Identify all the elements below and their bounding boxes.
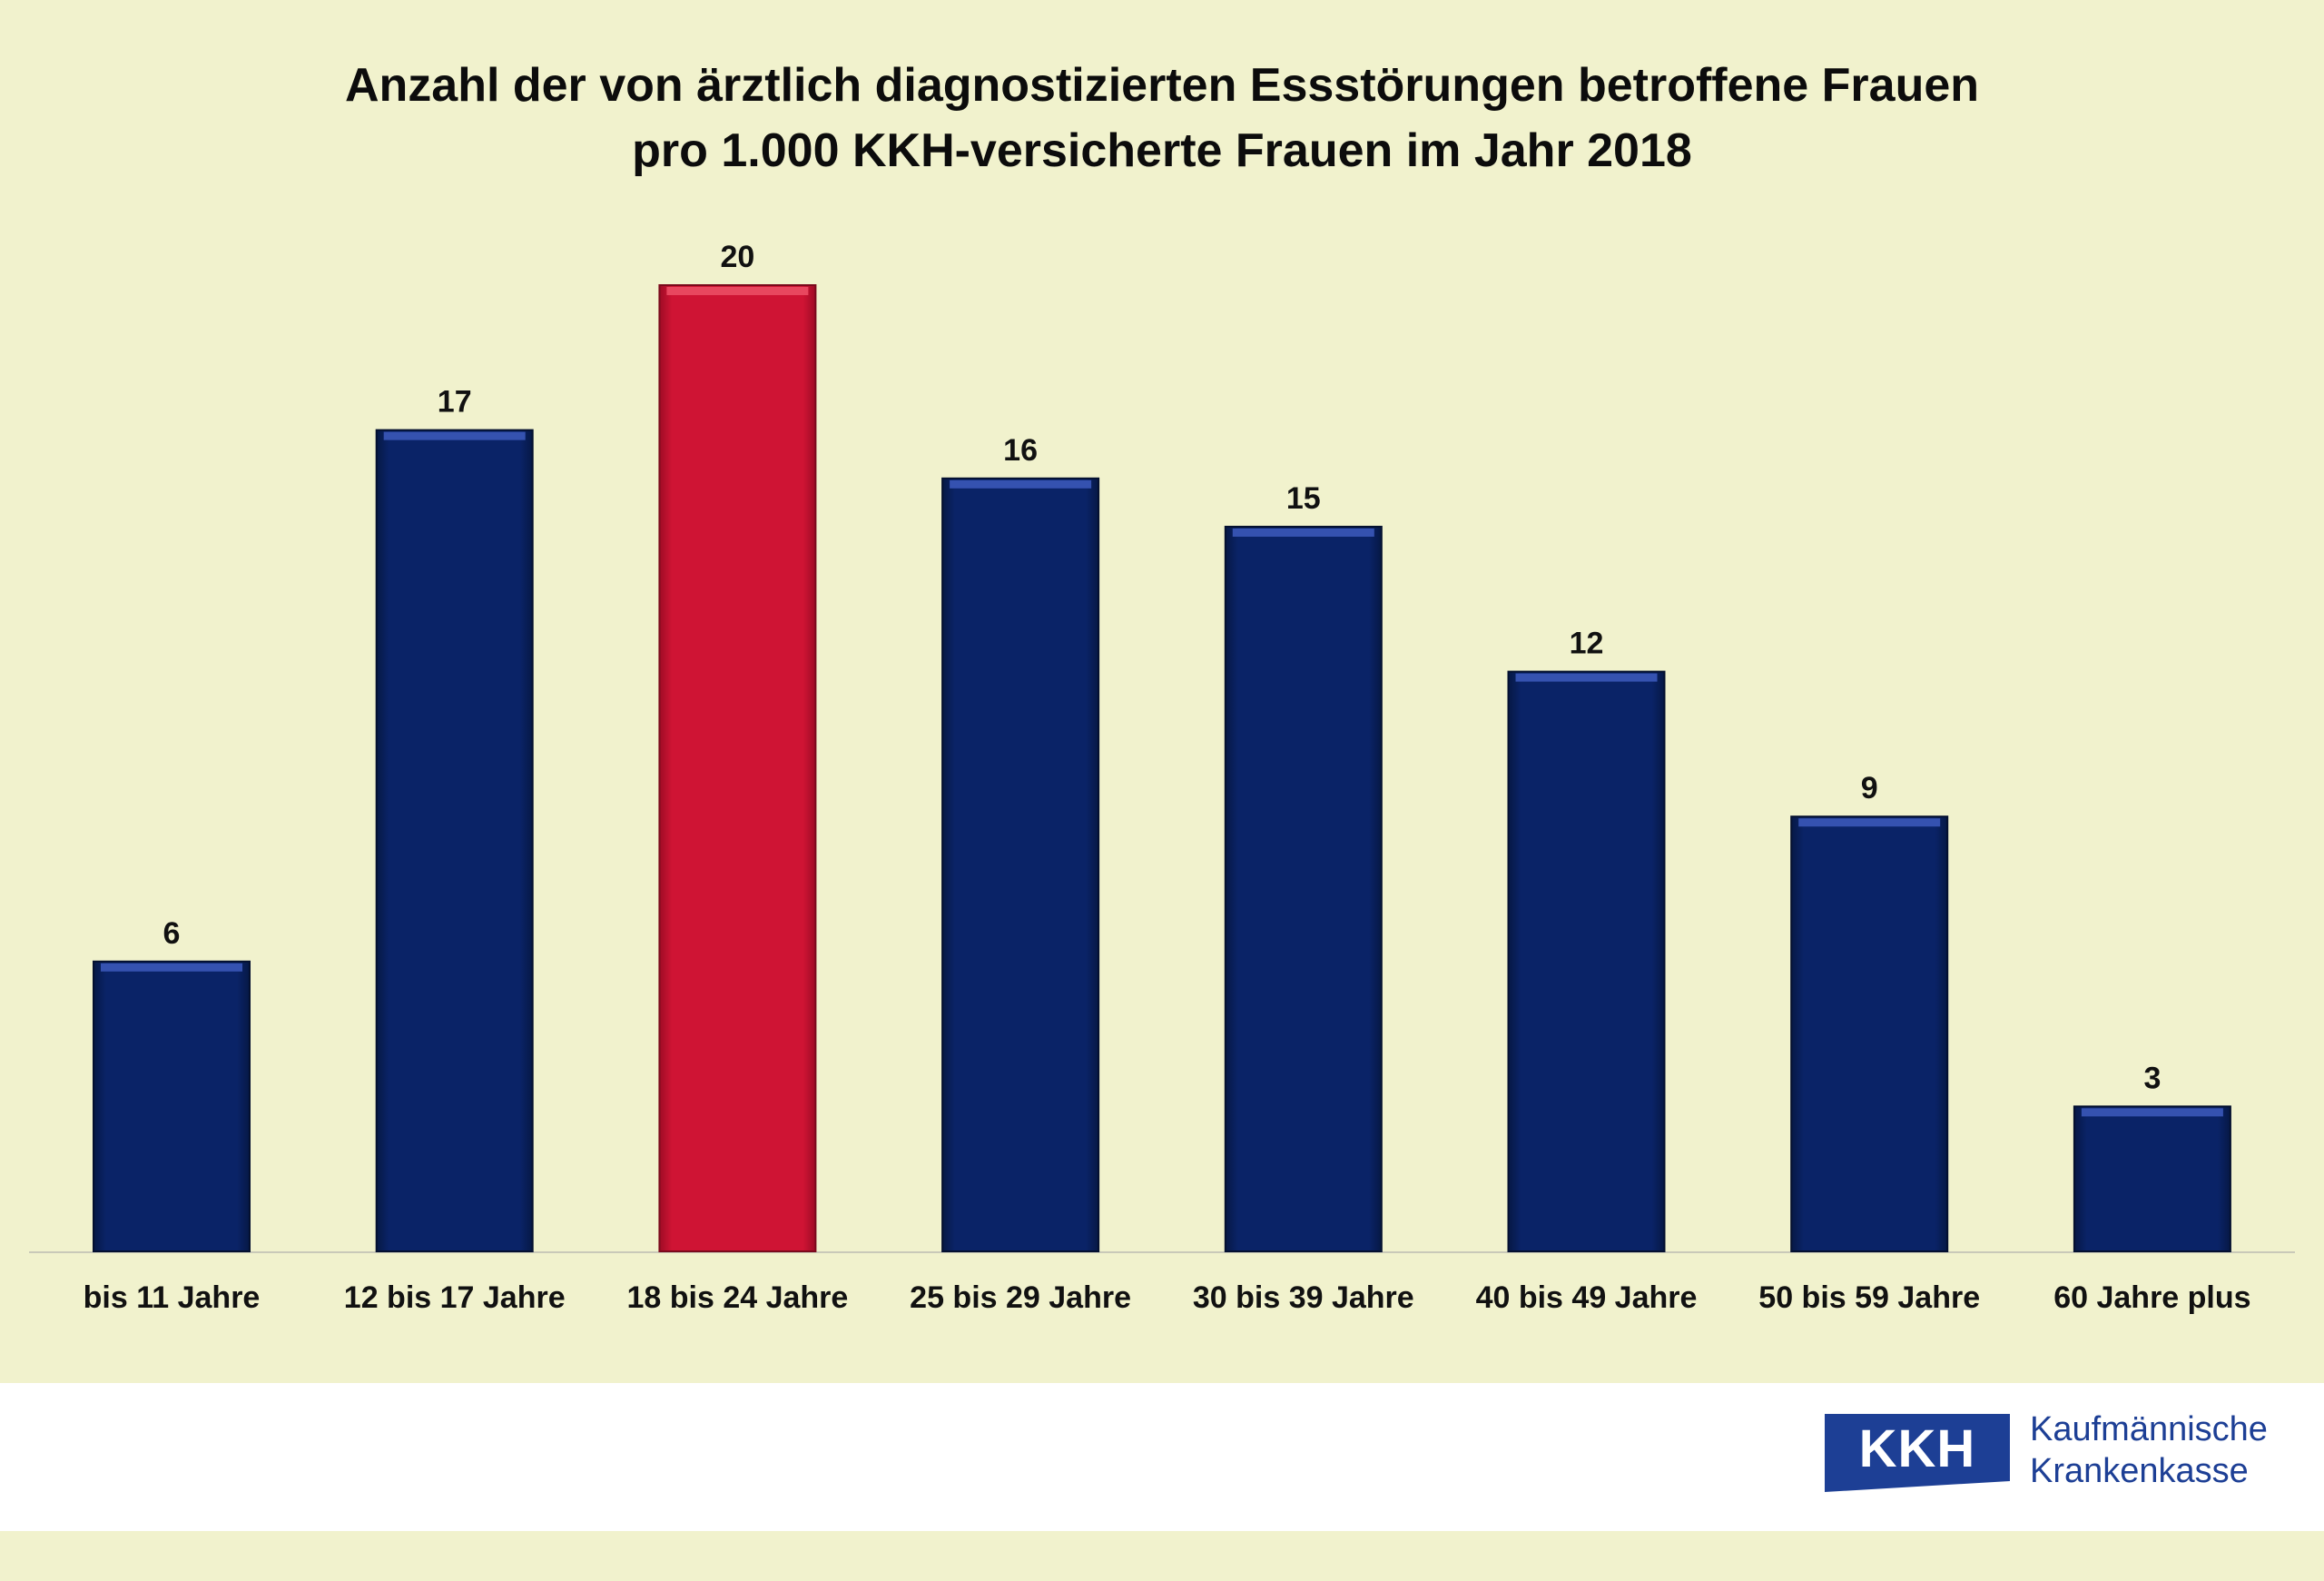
company-name-line-1: Kaufmännische <box>2030 1410 2268 1448</box>
company-name-line-2: Krankenkasse <box>2030 1452 2249 1490</box>
value-label-1: 17 <box>438 385 472 420</box>
value-label-5: 12 <box>1570 627 1604 661</box>
value-label-0: 6 <box>163 916 181 951</box>
category-label-3: 25 bis 29 Jahre <box>910 1280 1131 1315</box>
bar-top-highlight-0 <box>101 963 242 972</box>
value-label-2: 20 <box>720 240 754 274</box>
bar-top-highlight-6 <box>1798 818 1941 827</box>
category-label-5: 40 bis 49 Jahre <box>1476 1280 1698 1315</box>
value-label-7: 3 <box>2143 1061 2161 1095</box>
bar-7 <box>2073 1105 2231 1253</box>
bar-top-highlight-2 <box>666 287 809 295</box>
category-label-2: 18 bis 24 Jahre <box>626 1280 848 1315</box>
kkh-logo: KKH <box>1825 1414 2010 1492</box>
bar-top-highlight-4 <box>1232 529 1374 537</box>
category-label-6: 50 bis 59 Jahre <box>1758 1280 1980 1315</box>
bar-top-highlight-3 <box>950 479 1092 489</box>
bottom-strip <box>0 1531 2324 1581</box>
value-label-6: 9 <box>1861 771 1878 805</box>
bar-2 <box>658 284 817 1252</box>
category-label-4: 30 bis 39 Jahre <box>1193 1280 1414 1315</box>
bar-top-highlight-5 <box>1515 673 1658 682</box>
bar-top-highlight-7 <box>2081 1108 2223 1117</box>
category-label-0: bis 11 Jahre <box>84 1280 261 1315</box>
chart-title-line-1: Anzahl der von ärztlich diagnostizierten… <box>344 59 1980 112</box>
bar-6 <box>1790 815 1949 1252</box>
category-label-1: 12 bis 17 Jahre <box>344 1280 566 1315</box>
bar-0 <box>93 960 251 1253</box>
value-label-4: 15 <box>1286 481 1321 516</box>
bar-1 <box>375 429 534 1253</box>
bar-chart: 6 bis 11 Jahre 17 12 bis 17 Jahre 20 18 bis 2… <box>29 240 2295 1315</box>
chart-area: Anzahl der von ärztlich diagnostizierten… <box>0 53 2324 1315</box>
chart-title-line-2: pro 1.000 KKH-versicherte Frauen im Jahr… <box>632 124 1692 177</box>
company-name: Kaufmännische Krankenkasse <box>2030 1408 2268 1492</box>
chart-title: Anzahl der von ärztlich diagnostizierten… <box>0 53 2324 183</box>
bar-5 <box>1507 670 1666 1252</box>
bar-4 <box>1224 526 1383 1252</box>
value-label-3: 16 <box>1003 433 1038 468</box>
bar-top-highlight-1 <box>383 431 526 440</box>
category-label-7: 60 Jahre plus <box>2053 1280 2250 1315</box>
bar-3 <box>941 477 1100 1252</box>
footer: KKH Kaufmännische Krankenkasse <box>0 1383 2324 1531</box>
